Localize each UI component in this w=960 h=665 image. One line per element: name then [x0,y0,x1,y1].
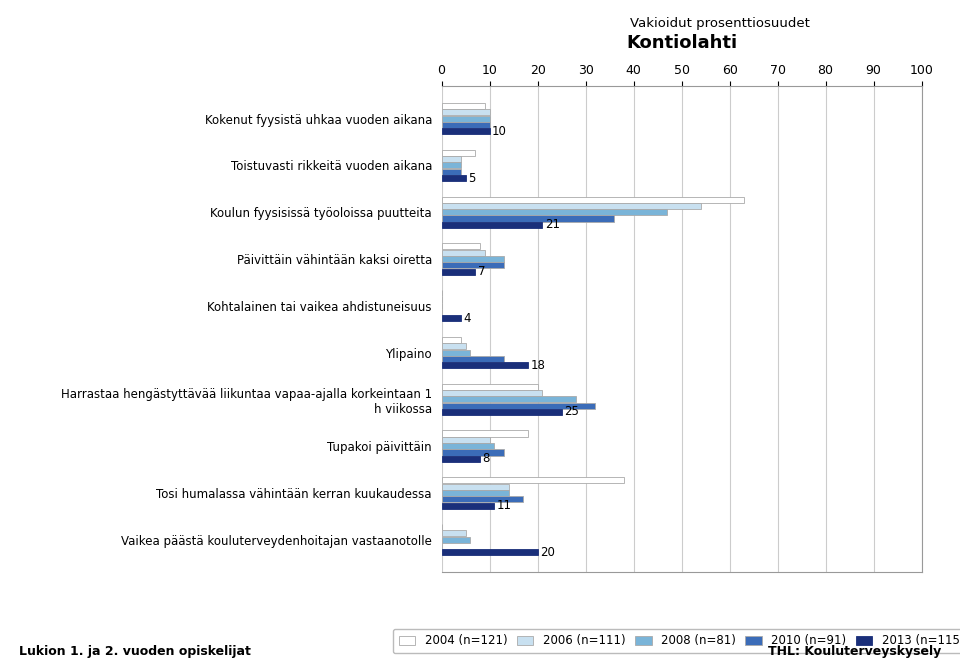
Bar [442,128,490,134]
Legend: 2004 (n=121), 2006 (n=111), 2008 (n=81), 2010 (n=91), 2013 (n=115): 2004 (n=121), 2006 (n=111), 2008 (n=81),… [393,628,960,654]
Bar [442,203,701,209]
Bar [442,450,504,456]
Bar [442,350,470,356]
Bar [442,175,466,181]
Bar [442,122,490,128]
Bar [442,437,490,443]
Bar [442,315,461,321]
Bar [442,483,509,489]
Bar [442,343,466,349]
Bar [442,197,744,203]
Text: 8: 8 [483,452,490,466]
Bar [442,256,504,262]
Bar [442,537,470,543]
Bar [442,337,461,343]
Text: 5: 5 [468,172,475,185]
Text: 21: 21 [544,218,560,231]
Bar [442,109,490,115]
Bar [442,249,485,256]
Text: THL: Kouluterveyskysely: THL: Kouluterveyskysely [768,645,941,658]
Bar [442,169,461,175]
Bar [442,362,528,368]
Bar [442,162,461,168]
Bar [442,496,523,502]
Bar [442,222,542,228]
Bar [442,215,614,221]
Text: 25: 25 [564,406,579,418]
Bar [442,456,480,462]
Bar [442,396,576,402]
Bar [442,150,475,156]
Text: 4: 4 [464,312,470,325]
Title: Kontiolahti: Kontiolahti [626,33,737,52]
Bar [442,430,528,436]
Bar [442,384,538,390]
Bar [442,490,509,496]
Text: 18: 18 [530,358,545,372]
Bar [442,409,562,415]
Text: 11: 11 [497,499,512,512]
Bar [442,503,494,509]
Bar [442,356,504,362]
Bar [442,209,667,215]
Bar [442,390,542,396]
Bar [442,103,485,109]
Text: 20: 20 [540,546,555,559]
Bar [442,243,480,249]
Bar [442,443,494,449]
Bar [442,549,538,555]
Bar [442,269,475,275]
Bar [442,402,595,409]
Text: 7: 7 [478,265,485,278]
Text: Vakioidut prosenttiosuudet: Vakioidut prosenttiosuudet [630,17,810,30]
Text: Lukion 1. ja 2. vuoden opiskelijat: Lukion 1. ja 2. vuoden opiskelijat [19,645,252,658]
Bar [442,477,624,483]
Bar [442,156,461,162]
Bar [442,262,504,269]
Bar [442,531,466,537]
Text: 10: 10 [492,125,507,138]
Bar [442,116,490,122]
